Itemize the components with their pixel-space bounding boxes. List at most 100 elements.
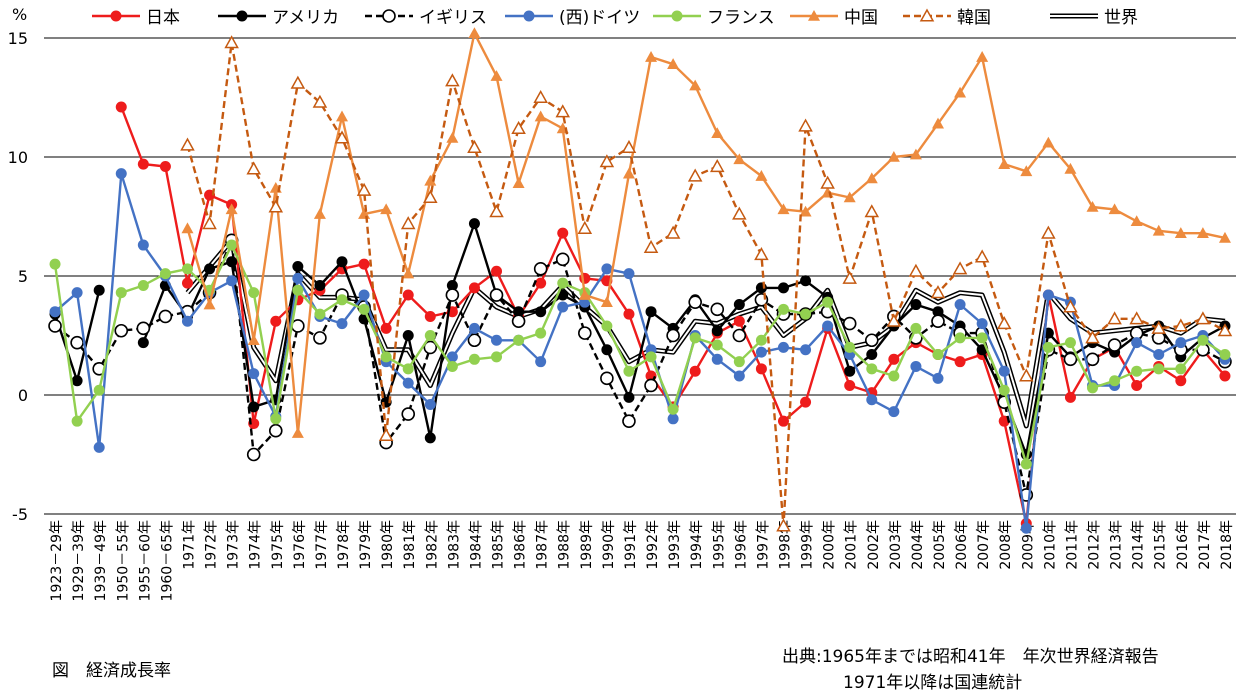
data-point xyxy=(755,170,768,181)
x-tick-label: 2003年 xyxy=(888,520,904,570)
data-point xyxy=(1107,338,1122,352)
data-point xyxy=(467,139,482,154)
data-point xyxy=(1130,215,1143,227)
x-tick-label: 2007年 xyxy=(976,520,992,570)
data-point xyxy=(292,260,304,272)
legend-item: (西)ドイツ xyxy=(505,8,640,28)
x-tick-label: 1971年 xyxy=(181,520,197,570)
data-point xyxy=(356,182,372,196)
x-tick-label: 2005年 xyxy=(932,520,948,570)
data-point xyxy=(336,318,348,330)
x-tick-label: 1980年 xyxy=(380,520,396,570)
data-point xyxy=(445,73,460,87)
series-イギリス xyxy=(48,233,1232,502)
data-point xyxy=(1217,323,1233,337)
data-point xyxy=(1175,337,1187,349)
data-point xyxy=(930,285,946,299)
data-point xyxy=(401,407,416,421)
data-point xyxy=(910,360,922,372)
data-point xyxy=(159,161,171,173)
data-point xyxy=(689,79,702,91)
x-tick-label: 1981年 xyxy=(402,520,418,570)
data-point xyxy=(1064,162,1077,174)
data-point xyxy=(709,158,725,173)
data-point xyxy=(645,306,657,318)
data-point xyxy=(1107,311,1122,325)
data-point xyxy=(424,310,436,322)
data-point xyxy=(601,320,613,332)
data-point xyxy=(511,314,526,329)
data-point xyxy=(711,353,723,365)
legend-item: イギリス xyxy=(365,8,487,28)
data-point xyxy=(689,365,701,377)
data-point xyxy=(268,199,284,213)
data-point xyxy=(799,205,812,217)
data-point xyxy=(732,328,747,343)
data-point xyxy=(623,365,635,377)
data-point xyxy=(246,447,261,462)
data-point xyxy=(599,154,615,168)
data-point xyxy=(1042,136,1055,148)
data-point xyxy=(423,340,438,355)
data-point xyxy=(445,288,460,302)
data-point xyxy=(887,151,900,162)
data-point xyxy=(424,174,437,186)
data-point xyxy=(710,302,725,317)
data-point xyxy=(1153,349,1165,361)
data-point xyxy=(535,356,547,368)
series-line xyxy=(53,243,1226,466)
data-point xyxy=(468,353,480,365)
x-tick-label: 1995年 xyxy=(711,520,727,570)
data-point xyxy=(555,104,571,118)
data-point xyxy=(622,414,636,428)
x-tick-label: 1993年 xyxy=(667,520,683,570)
x-tick-label: 1977年 xyxy=(314,520,330,570)
data-point xyxy=(380,322,392,334)
data-point xyxy=(446,131,459,143)
data-point xyxy=(732,206,747,220)
data-point xyxy=(822,320,834,332)
x-tick-label: 2006年 xyxy=(954,520,970,570)
data-point xyxy=(932,372,944,384)
data-point xyxy=(1086,200,1099,212)
data-point xyxy=(114,323,129,338)
data-point xyxy=(226,275,238,287)
data-point xyxy=(382,9,396,23)
data-point xyxy=(270,315,282,327)
data-point xyxy=(800,275,812,287)
legend-item: 日本 xyxy=(92,8,180,28)
data-point xyxy=(137,280,149,292)
data-point xyxy=(1218,231,1231,243)
data-point xyxy=(909,148,922,160)
data-point xyxy=(645,351,657,363)
data-point xyxy=(1131,365,1143,377)
data-point xyxy=(998,158,1011,169)
data-point xyxy=(1197,334,1209,346)
x-tick-label: 1989年 xyxy=(579,520,595,570)
data-point xyxy=(268,423,283,438)
data-point xyxy=(93,284,105,296)
data-point xyxy=(402,377,414,389)
x-tick-label: 1972年 xyxy=(204,520,220,570)
series-韓国 xyxy=(180,35,1233,532)
data-point xyxy=(777,203,790,215)
data-point xyxy=(645,51,658,62)
data-point xyxy=(931,314,945,329)
data-point xyxy=(1151,320,1167,334)
data-point xyxy=(247,334,260,346)
data-point xyxy=(402,330,414,341)
x-tick-label: 2004年 xyxy=(910,520,926,570)
y-tick-label: 15 xyxy=(8,29,28,48)
data-point xyxy=(48,319,62,333)
data-point xyxy=(358,303,370,315)
x-tick-label: 1997年 xyxy=(755,520,771,570)
legend-label: 日本 xyxy=(146,8,180,28)
data-point xyxy=(1129,311,1144,325)
legend-item: アメリカ xyxy=(218,8,339,28)
data-point xyxy=(489,288,504,302)
data-point xyxy=(314,280,326,292)
legend: 日本 アメリカ イギリス (西)ドイツ フランス 中国 韓国 世界 xyxy=(92,8,1138,28)
data-point xyxy=(888,370,900,382)
data-point xyxy=(204,263,216,275)
data-point xyxy=(49,258,61,270)
